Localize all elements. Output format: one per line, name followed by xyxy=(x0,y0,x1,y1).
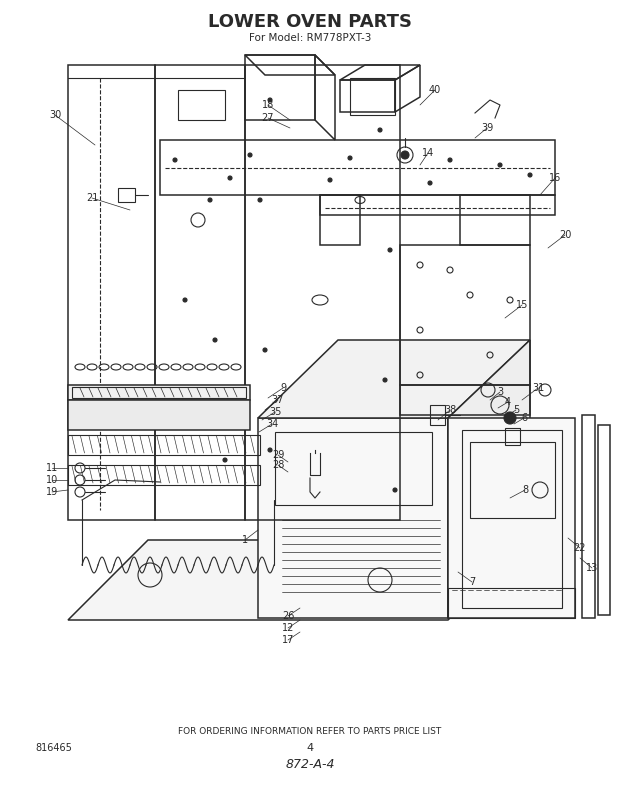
Circle shape xyxy=(504,412,516,424)
Text: 3: 3 xyxy=(497,387,503,397)
Text: 30: 30 xyxy=(49,110,61,120)
Text: 26: 26 xyxy=(282,611,294,621)
Polygon shape xyxy=(68,540,530,620)
Text: LOWER OVEN PARTS: LOWER OVEN PARTS xyxy=(208,13,412,31)
Circle shape xyxy=(263,348,267,352)
Circle shape xyxy=(388,248,392,252)
Text: 34: 34 xyxy=(266,419,278,429)
Polygon shape xyxy=(448,418,575,618)
Text: 28: 28 xyxy=(272,460,284,470)
Circle shape xyxy=(498,163,502,167)
Text: 29: 29 xyxy=(272,450,284,460)
Circle shape xyxy=(213,338,217,342)
Text: FOR ORDERING INFORMATION REFER TO PARTS PRICE LIST: FOR ORDERING INFORMATION REFER TO PARTS … xyxy=(179,728,441,736)
Text: 21: 21 xyxy=(86,193,98,203)
Polygon shape xyxy=(68,400,250,430)
Text: 20: 20 xyxy=(559,230,571,240)
Polygon shape xyxy=(448,340,530,618)
Circle shape xyxy=(223,458,227,462)
Text: 35: 35 xyxy=(269,407,281,417)
Text: 39: 39 xyxy=(481,123,493,133)
Circle shape xyxy=(268,448,272,452)
Text: 4: 4 xyxy=(505,397,511,407)
Text: 17: 17 xyxy=(282,635,294,645)
Text: 5: 5 xyxy=(513,405,519,415)
Text: 15: 15 xyxy=(516,300,528,310)
Circle shape xyxy=(383,378,387,382)
Polygon shape xyxy=(258,340,530,418)
Text: 18: 18 xyxy=(262,100,274,110)
Text: 872-A-4: 872-A-4 xyxy=(285,758,335,772)
Text: 14: 14 xyxy=(422,148,434,158)
Circle shape xyxy=(173,158,177,162)
Circle shape xyxy=(348,156,352,160)
Text: 7: 7 xyxy=(469,577,475,587)
Polygon shape xyxy=(258,418,448,618)
Circle shape xyxy=(393,488,397,492)
Text: 4: 4 xyxy=(306,743,314,753)
Text: 10: 10 xyxy=(46,475,58,485)
Text: 8: 8 xyxy=(522,485,528,495)
Text: 16: 16 xyxy=(549,173,561,183)
Circle shape xyxy=(258,198,262,202)
Text: 38: 38 xyxy=(444,405,456,415)
Text: 816465: 816465 xyxy=(35,743,72,753)
Text: 40: 40 xyxy=(429,85,441,95)
Circle shape xyxy=(178,418,182,422)
Text: 19: 19 xyxy=(46,487,58,497)
Text: 31: 31 xyxy=(532,383,544,393)
Text: 1: 1 xyxy=(242,535,248,545)
Text: 37: 37 xyxy=(272,395,284,405)
Text: 12: 12 xyxy=(282,623,294,633)
Circle shape xyxy=(183,298,187,302)
Circle shape xyxy=(248,153,252,157)
Polygon shape xyxy=(68,385,250,400)
Circle shape xyxy=(228,176,232,180)
Circle shape xyxy=(378,128,382,132)
Text: 27: 27 xyxy=(262,113,274,123)
Circle shape xyxy=(328,178,332,182)
Circle shape xyxy=(208,198,212,202)
Circle shape xyxy=(528,173,532,177)
Text: 6: 6 xyxy=(521,413,527,423)
Circle shape xyxy=(401,151,409,159)
Circle shape xyxy=(448,158,452,162)
Text: For Model: RM778PXT-3: For Model: RM778PXT-3 xyxy=(249,33,371,43)
Circle shape xyxy=(268,98,272,102)
Circle shape xyxy=(428,181,432,185)
Text: 9: 9 xyxy=(280,383,286,393)
Text: 11: 11 xyxy=(46,463,58,473)
Text: 13: 13 xyxy=(586,563,598,573)
Text: 22: 22 xyxy=(574,543,587,553)
